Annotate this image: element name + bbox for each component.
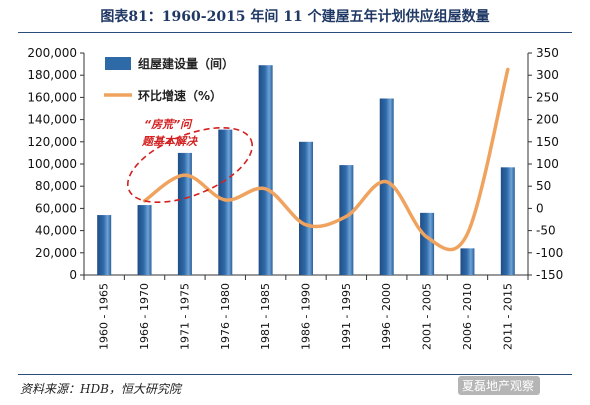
x-tick-label: 1966 - 1970 (138, 283, 151, 350)
x-tick-label: 1971 - 1975 (178, 283, 191, 350)
legend: 组屋建设量（间） 环比增速（%） (104, 56, 234, 103)
chart-title: 图表81：1960-2015 年间 11 个建屋五年计划供应组屋数量 (100, 9, 490, 25)
y-right-tick-label: -100 (536, 246, 563, 260)
y-right-tick-label: 50 (536, 179, 551, 193)
annotation-ellipse (126, 126, 254, 204)
y-right-tick-label: -150 (536, 268, 563, 282)
x-tick-label: 1960 - 1965 (98, 283, 111, 350)
annotation-line-2: 题基本解决 (141, 135, 198, 148)
x-tick-label: 1976 - 1980 (219, 283, 232, 350)
bar (460, 248, 475, 275)
y-right-tick-label: 0 (536, 201, 544, 215)
x-tick-label: 1986 - 1990 (300, 283, 313, 350)
bar (137, 205, 152, 275)
annotation-group: “房荒”问 题基本解决 (126, 118, 254, 204)
y-left-tick-label: 20,000 (35, 246, 77, 260)
x-tick-label: 1991 - 1995 (340, 283, 353, 350)
y-right-tick-label: 300 (536, 68, 559, 82)
growth-line (142, 67, 510, 252)
x-tick-label: 1996 - 2000 (380, 283, 393, 350)
y-right-tick-label: 200 (536, 113, 559, 127)
axes: 0 20,000 40,000 60,000 80,000 100,000 120,000 1… (27, 46, 563, 350)
y-right-tick-label: 350 (536, 46, 559, 60)
y-right-tick-label: 100 (536, 157, 559, 171)
y-left-tick-label: 0 (69, 268, 77, 282)
y-left-tick-label: 60,000 (35, 201, 77, 215)
legend-line-label: 环比增速（%） (138, 88, 222, 103)
y-right-tick-label: -50 (536, 224, 556, 238)
bar (218, 129, 233, 275)
annotation-line-1: “房荒”问 (144, 118, 193, 131)
bar (339, 165, 354, 275)
x-tick-label: 2011 - 2015 (501, 283, 514, 350)
y-left-tick-label: 80,000 (35, 179, 77, 193)
y-left-tick-label: 200,000 (27, 46, 77, 60)
source-note: 资料来源：HDB，恒大研究院 (20, 382, 181, 396)
y-left-tick-label: 120,000 (27, 135, 77, 149)
x-tick-label: 2006 - 2010 (461, 283, 474, 350)
bar (177, 152, 192, 275)
bar (420, 212, 435, 275)
y-left-tick-label: 40,000 (35, 224, 77, 238)
bar (258, 65, 273, 276)
bar (379, 98, 394, 275)
bar-series (97, 65, 515, 276)
x-tick-label: 2001 - 2005 (421, 283, 434, 350)
y-left-tick-label: 180,000 (27, 68, 77, 82)
legend-bar-label: 组屋建设量（间） (138, 56, 234, 71)
bar (299, 141, 313, 275)
bar (97, 215, 112, 275)
watermark: 夏磊地产观察 (458, 376, 541, 395)
y-left-tick-label: 100,000 (27, 157, 77, 171)
y-right-tick-label: 150 (536, 135, 559, 149)
x-tick-label: 1981 - 1985 (259, 283, 272, 350)
bar (500, 167, 515, 275)
y-right-tick-label: 250 (536, 90, 559, 104)
y-left-tick-label: 160,000 (27, 90, 77, 104)
legend-bar-swatch (105, 57, 131, 70)
y-left-tick-label: 140,000 (27, 113, 77, 127)
title-divider (18, 32, 572, 33)
footer-divider (18, 374, 572, 375)
